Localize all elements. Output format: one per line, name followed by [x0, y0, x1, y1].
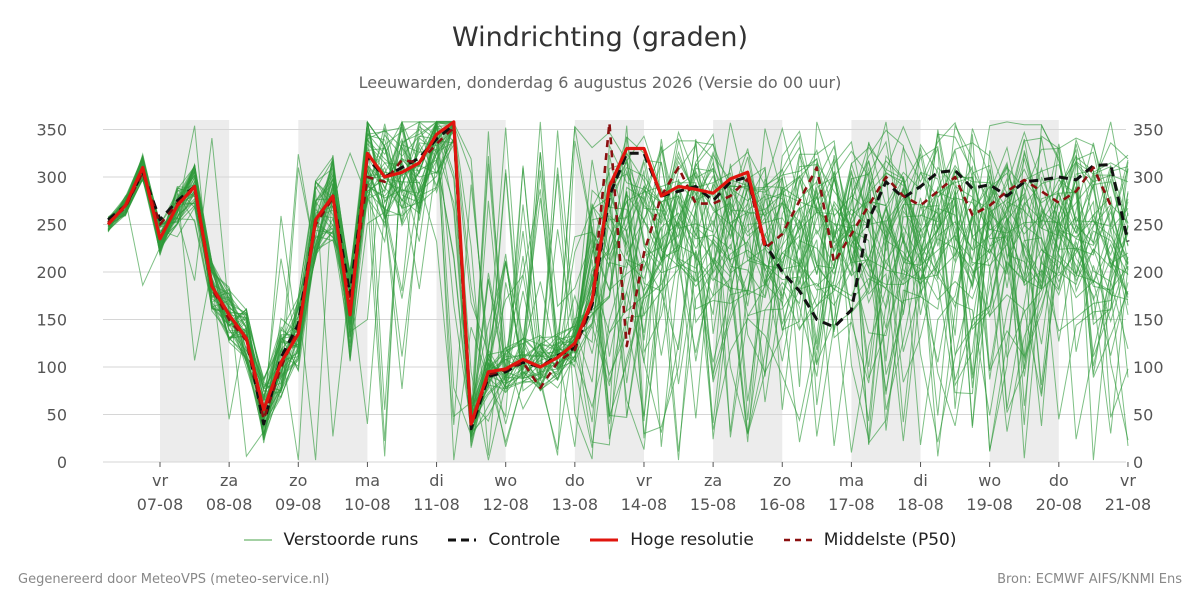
- xtick-day-6: do: [565, 471, 585, 490]
- ytick-right-50: 50: [1133, 406, 1153, 425]
- legend: Verstoorde runs Controle Hoge resolutie …: [0, 530, 1200, 550]
- xtick-date-13: 20-08: [1036, 495, 1083, 514]
- xtick-date-8: 15-08: [690, 495, 737, 514]
- legend-item-median: Middelste (P50): [783, 530, 957, 550]
- xtick-date-2: 09-08: [275, 495, 322, 514]
- ytick-right-200: 200: [1133, 263, 1164, 282]
- ytick-right-250: 250: [1133, 216, 1164, 235]
- series-line-middelste-p50-: [107, 121, 1112, 428]
- xtick-day-5: wo: [494, 471, 517, 490]
- xtick-day-14: vr: [1120, 471, 1136, 490]
- xtick-day-4: di: [429, 471, 444, 490]
- xtick-date-11: 18-08: [897, 495, 944, 514]
- xtick-day-2: zo: [289, 471, 307, 490]
- footer-source: Bron: ECMWF AIFS/KNMI Ens: [997, 572, 1182, 587]
- xtick-day-12: wo: [978, 471, 1001, 490]
- legend-item-control: Controle: [448, 530, 560, 550]
- xtick-date-6: 13-08: [552, 495, 599, 514]
- footer-generator: Gegenereerd door MeteoVPS (meteo-service…: [18, 572, 330, 587]
- legend-label-perturbed: Verstoorde runs: [283, 530, 419, 550]
- ensemble-run-39: [107, 125, 1129, 452]
- legend-item-highres: Hoge resolutie: [590, 530, 754, 550]
- xtick-day-7: vr: [636, 471, 652, 490]
- ytick-left-0: 0: [57, 453, 67, 472]
- ytick-right-100: 100: [1133, 358, 1164, 377]
- ensemble-run-27: [107, 121, 1129, 446]
- legend-label-highres: Hoge resolutie: [630, 530, 754, 550]
- legend-swatch-perturbed: [243, 539, 272, 541]
- ytick-left-200: 200: [36, 263, 67, 282]
- ytick-right-300: 300: [1133, 168, 1164, 187]
- ytick-right-350: 350: [1133, 121, 1164, 140]
- xtick-day-10: ma: [839, 471, 864, 490]
- xtick-day-1: za: [220, 471, 238, 490]
- xtick-date-4: 11-08: [413, 495, 460, 514]
- ensemble-run-34: [107, 121, 1129, 431]
- xtick-date-1: 08-08: [206, 495, 253, 514]
- legend-swatch-control: [448, 538, 477, 542]
- xtick-day-13: do: [1049, 471, 1069, 490]
- xtick-day-3: ma: [355, 471, 380, 490]
- xtick-day-8: za: [704, 471, 722, 490]
- xtick-date-5: 12-08: [482, 495, 529, 514]
- xtick-date-10: 17-08: [828, 495, 875, 514]
- xtick-date-12: 19-08: [966, 495, 1013, 514]
- ytick-right-150: 150: [1133, 311, 1164, 330]
- legend-item-perturbed: Verstoorde runs: [243, 530, 419, 550]
- ytick-left-150: 150: [36, 311, 67, 330]
- xtick-day-11: di: [913, 471, 928, 490]
- legend-label-control: Controle: [488, 530, 561, 550]
- series-line-hoge-resolutie: [106, 120, 767, 426]
- xtick-date-9: 16-08: [759, 495, 806, 514]
- xtick-date-0: 07-08: [137, 495, 184, 514]
- legend-swatch-highres: [590, 538, 619, 542]
- ytick-left-350: 350: [36, 121, 67, 140]
- chart-subtitle: Leeuwarden, donderdag 6 augustus 2026 (V…: [358, 73, 842, 92]
- ensemble-run-35: [107, 120, 1129, 445]
- chart-title: Windrichting (graden): [451, 22, 749, 53]
- ytick-right-0: 0: [1133, 453, 1143, 472]
- legend-label-median: Middelste (P50): [823, 530, 957, 550]
- ytick-left-50: 50: [47, 406, 67, 425]
- xtick-day-0: vr: [152, 471, 168, 490]
- xtick-date-14: 21-08: [1105, 495, 1152, 514]
- xtick-day-9: zo: [773, 471, 791, 490]
- legend-swatch-median: [783, 538, 812, 542]
- ytick-left-250: 250: [36, 216, 67, 235]
- ytick-left-100: 100: [36, 358, 67, 377]
- ytick-left-300: 300: [36, 168, 67, 187]
- xtick-date-3: 10-08: [344, 495, 391, 514]
- xtick-date-7: 14-08: [621, 495, 668, 514]
